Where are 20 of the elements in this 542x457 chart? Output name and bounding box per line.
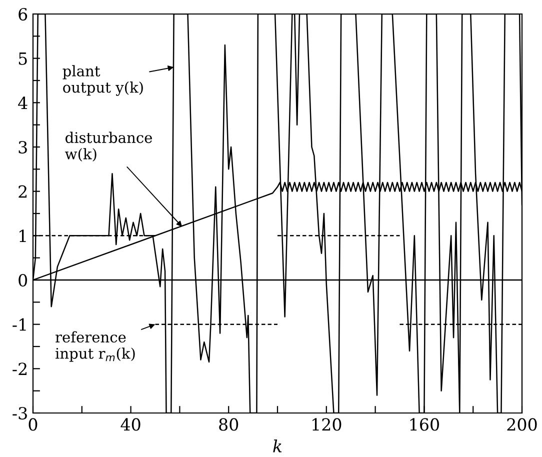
x-axis-title: k	[273, 440, 282, 452]
y-tick-label: 2	[18, 185, 27, 198]
y-tick-label: 0	[18, 274, 28, 287]
y-tick-label: 5	[18, 52, 27, 65]
y-tick-label: 1	[20, 230, 26, 242]
x-tick-label: 80	[219, 418, 238, 431]
annotation: plant output y(k)	[62, 65, 143, 96]
y-tick-label: 4	[18, 96, 28, 109]
y-tick-label: 6	[18, 8, 28, 21]
annotation: disturbance w(k)	[65, 132, 152, 162]
y-tick-label: -3	[12, 406, 27, 420]
y-tick-label: -2	[12, 362, 26, 375]
annotation: reference input r$_{m}$(k)	[56, 331, 135, 362]
x-tick-label: 160	[410, 418, 439, 431]
x-tick-label: 120	[312, 418, 342, 431]
y-tick-label: 3	[18, 140, 27, 154]
x-tick-label: 40	[120, 418, 140, 431]
y-tick-label: -1	[12, 318, 26, 331]
x-tick-label: 200	[507, 418, 537, 431]
x-tick-label: 0	[28, 418, 38, 431]
